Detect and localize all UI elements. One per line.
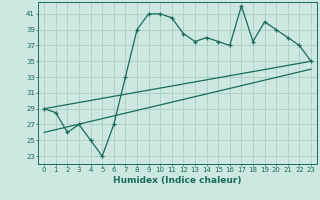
X-axis label: Humidex (Indice chaleur): Humidex (Indice chaleur) [113, 176, 242, 185]
